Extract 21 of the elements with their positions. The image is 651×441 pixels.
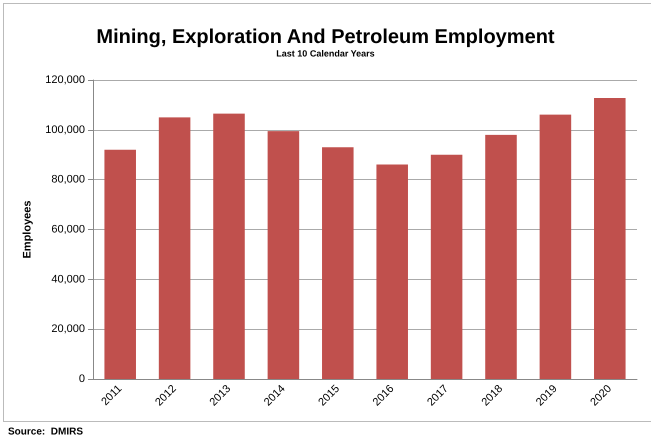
bar [213,114,245,379]
y-axis-title: Employees [22,200,34,259]
bar [158,117,190,379]
bar [540,114,572,379]
bar [104,150,136,379]
y-tick-label: 120,000 [45,74,85,86]
bar [268,131,300,379]
source-note: Source: DMIRS [8,426,84,438]
y-tick-label: 40,000 [51,273,85,286]
y-tick-label: 60,000 [51,224,85,236]
y-tick-label: 80,000 [51,174,85,186]
y-tick-label: 0 [78,373,85,385]
chart-title: Mining, Exploration And Petroleum Employment [96,26,555,48]
bar [430,154,462,379]
bar [376,164,408,379]
bar [485,134,517,379]
y-tick-label: 100,000 [45,124,85,136]
y-tick-label: 20,000 [51,323,85,336]
chart-subtitle: Last 10 Calendar Years [276,48,375,58]
bar [594,98,626,379]
bar [322,147,354,379]
